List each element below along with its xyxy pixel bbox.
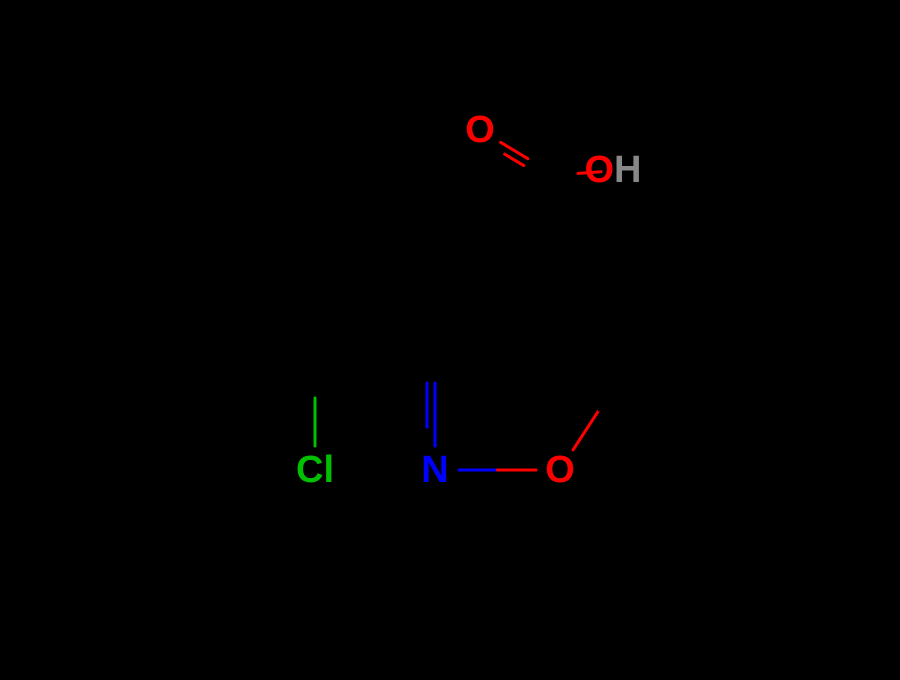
bond bbox=[435, 275, 540, 320]
bond bbox=[555, 173, 578, 175]
atoms-group: Cl N O O OH bbox=[296, 109, 642, 491]
atom-label-o3: OH bbox=[584, 149, 641, 191]
bond bbox=[501, 142, 528, 158]
atom-label-o2: O bbox=[465, 109, 495, 151]
molecule-diagram: Cl N O O OH bbox=[0, 0, 900, 680]
bond bbox=[105, 350, 210, 410]
bond bbox=[222, 186, 296, 228]
bond bbox=[315, 230, 435, 320]
bond bbox=[222, 352, 296, 394]
atom-label-n: N bbox=[421, 449, 448, 491]
bond bbox=[540, 175, 555, 275]
bond bbox=[573, 410, 599, 450]
bond bbox=[599, 370, 625, 410]
bond bbox=[105, 170, 210, 230]
atom-label-cl: Cl bbox=[296, 449, 334, 491]
atom-label-o1: O bbox=[545, 449, 575, 491]
bond bbox=[540, 275, 625, 370]
bond bbox=[210, 350, 315, 410]
bonds-group bbox=[97, 142, 755, 470]
bond bbox=[210, 170, 315, 230]
bond bbox=[547, 295, 607, 362]
bond bbox=[528, 159, 555, 175]
